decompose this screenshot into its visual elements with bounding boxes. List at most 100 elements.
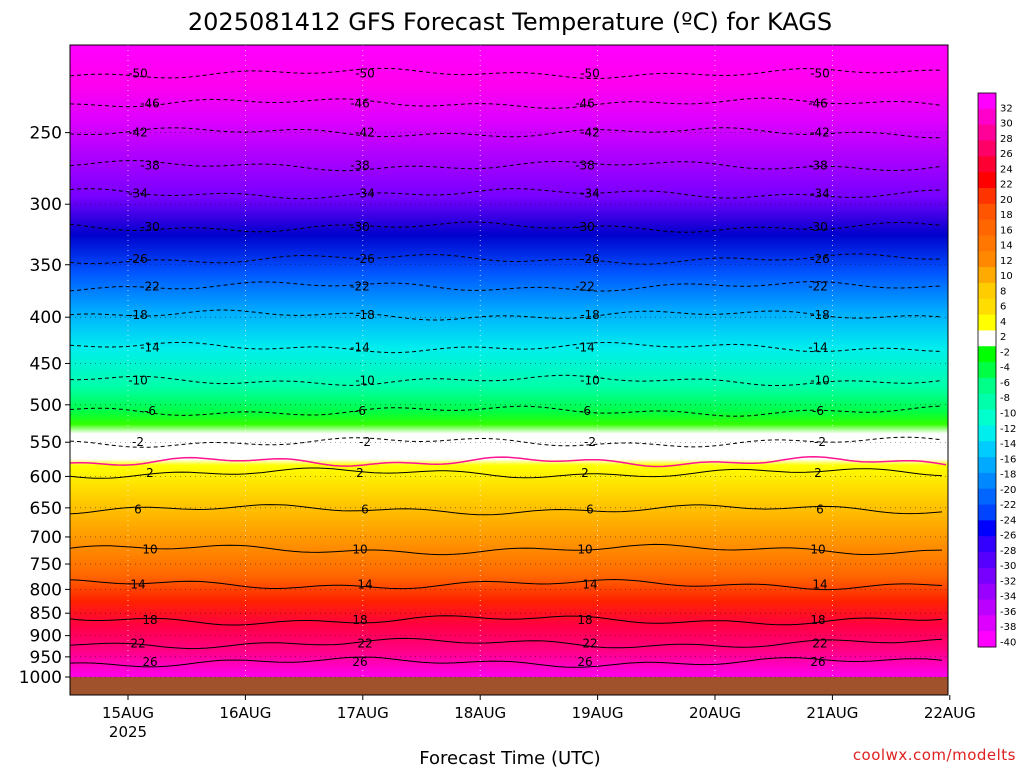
colorbar-label: -38 xyxy=(1000,622,1016,633)
isotherm-label: -46 xyxy=(808,96,828,110)
ground-band xyxy=(70,677,948,695)
colorbar-label: -16 xyxy=(1000,454,1016,465)
colorbar-label: -4 xyxy=(1000,363,1010,374)
colorbar-label: -20 xyxy=(1000,485,1016,496)
y-tick-label: 500 xyxy=(30,396,62,416)
x-tick-label: 16AUG xyxy=(219,704,271,722)
isotherm-label: 2 xyxy=(581,466,589,480)
isotherm-line xyxy=(69,67,943,79)
chart-title: 2025081412 GFS Forecast Temperature (ºC)… xyxy=(188,8,832,36)
isotherm-line xyxy=(69,253,943,265)
plot-frame xyxy=(69,44,949,696)
colorbar-frame xyxy=(977,92,997,648)
isotherm-label: -22 xyxy=(575,280,595,294)
colorbar-swatch xyxy=(978,615,996,632)
isotherm-label: -14 xyxy=(140,340,160,354)
colorbar-swatch xyxy=(978,219,996,236)
isotherm-contours: -50 -50 -50 -50 -46 -46 -46 -46 -42 -42 -42 -42 -38 -… xyxy=(69,66,943,669)
credit-link[interactable]: coolwx.com/modelts xyxy=(853,746,1016,764)
y-tick-label: 750 xyxy=(30,555,62,575)
isotherm-label: 22 xyxy=(812,636,827,650)
y-tick-label: 900 xyxy=(30,627,62,647)
colorbar-swatch xyxy=(978,599,996,616)
y-tick-label: 400 xyxy=(30,308,62,328)
isotherm-label: 10 xyxy=(810,543,825,557)
colorbar-swatch xyxy=(978,504,996,521)
isotherm-label: -6 xyxy=(812,404,824,418)
colorbar-label: 26 xyxy=(1000,149,1013,160)
isotherm-label: -14 xyxy=(808,340,828,354)
colorbar-swatch xyxy=(978,520,996,537)
colorbar-swatch xyxy=(978,583,996,601)
colorbar-label: 6 xyxy=(1000,302,1006,313)
isotherm-label: -14 xyxy=(350,340,370,354)
colorbar-label: 20 xyxy=(1000,195,1013,206)
isotherm-label: 6 xyxy=(816,503,824,517)
isotherm-line xyxy=(69,341,943,354)
isotherm-label: 14 xyxy=(582,577,597,591)
colorbar: 32 30 28 26 24 22 20 18 16 14 12 10 8 6 4 2 -2 -4 -6 -8 -10 -… xyxy=(977,92,1016,648)
colorbar-swatch xyxy=(978,536,996,553)
isotherm-label: -50 xyxy=(810,66,830,80)
isotherm-label: 22 xyxy=(357,636,372,650)
y-tick-label: 950 xyxy=(30,648,62,668)
isotherm-label: -50 xyxy=(355,66,375,80)
isotherm-line xyxy=(69,578,943,591)
isotherm-label: -42 xyxy=(355,126,375,140)
isotherm-line xyxy=(69,309,943,321)
colorbar-label: -10 xyxy=(1000,408,1016,419)
isotherm-label: 10 xyxy=(142,543,157,557)
isotherm-label: 14 xyxy=(357,577,372,591)
isotherm-label: -2 xyxy=(132,435,144,449)
x-tick-label: 20AUG xyxy=(689,704,741,722)
isotherm-label: 26 xyxy=(142,655,157,669)
isotherm-label: -22 xyxy=(808,280,828,294)
colorbar-label: -12 xyxy=(1000,424,1016,435)
colorbar-label: 4 xyxy=(1000,317,1006,328)
isotherm-label: -26 xyxy=(580,252,600,266)
colorbar-label: 24 xyxy=(1000,164,1013,175)
isotherm-label: -42 xyxy=(128,126,148,140)
y-tick-label: 600 xyxy=(30,467,62,487)
colorbar-swatch xyxy=(978,377,996,395)
isotherm-label: -42 xyxy=(810,126,830,140)
colorbar-label: 14 xyxy=(1000,241,1013,252)
isotherm-label: -30 xyxy=(350,220,370,234)
colorbar-label: -2 xyxy=(1000,347,1010,358)
isotherm-label: 26 xyxy=(577,655,592,669)
isotherm-label: -26 xyxy=(810,252,830,266)
y-tick-label: 1000 xyxy=(19,668,62,688)
isotherm-line xyxy=(69,467,943,479)
colorbar-swatch xyxy=(978,631,996,648)
isotherm-label: -46 xyxy=(350,96,370,110)
isotherm-label: -18 xyxy=(355,308,375,322)
x-tick-label: 21AUG xyxy=(806,704,858,722)
isotherm-label: -46 xyxy=(140,96,160,110)
isotherm-label: 26 xyxy=(810,655,825,669)
isotherm-label: 10 xyxy=(577,543,592,557)
x-tick-label: 22AUG xyxy=(924,704,976,722)
isotherm-label: 14 xyxy=(812,577,827,591)
y-tick-label: 550 xyxy=(30,433,62,453)
isotherm-label: -30 xyxy=(575,220,595,234)
isotherm-line xyxy=(69,188,943,200)
x-tick-label: 18AUG xyxy=(454,704,506,722)
isotherm-line xyxy=(69,405,943,417)
isotherm-line xyxy=(69,637,943,650)
colorbar-label: -34 xyxy=(1000,592,1016,603)
isotherm-label: -10 xyxy=(355,374,375,388)
y-tick-label: 700 xyxy=(30,528,62,548)
colorbar-label: -8 xyxy=(1000,393,1010,404)
isotherm-label: -2 xyxy=(584,435,596,449)
x-tick-label: 19AUG xyxy=(572,704,624,722)
isotherm-label: -50 xyxy=(580,66,600,80)
isotherm-label: -38 xyxy=(575,159,595,173)
colorbar-swatch xyxy=(978,409,996,426)
isotherm-label: -2 xyxy=(359,435,371,449)
isotherm-label: -14 xyxy=(575,340,595,354)
isotherm-label: -38 xyxy=(350,159,370,173)
colorbar-label: -26 xyxy=(1000,531,1016,542)
isotherm-label: -10 xyxy=(810,374,830,388)
isotherm-label: -22 xyxy=(140,280,160,294)
